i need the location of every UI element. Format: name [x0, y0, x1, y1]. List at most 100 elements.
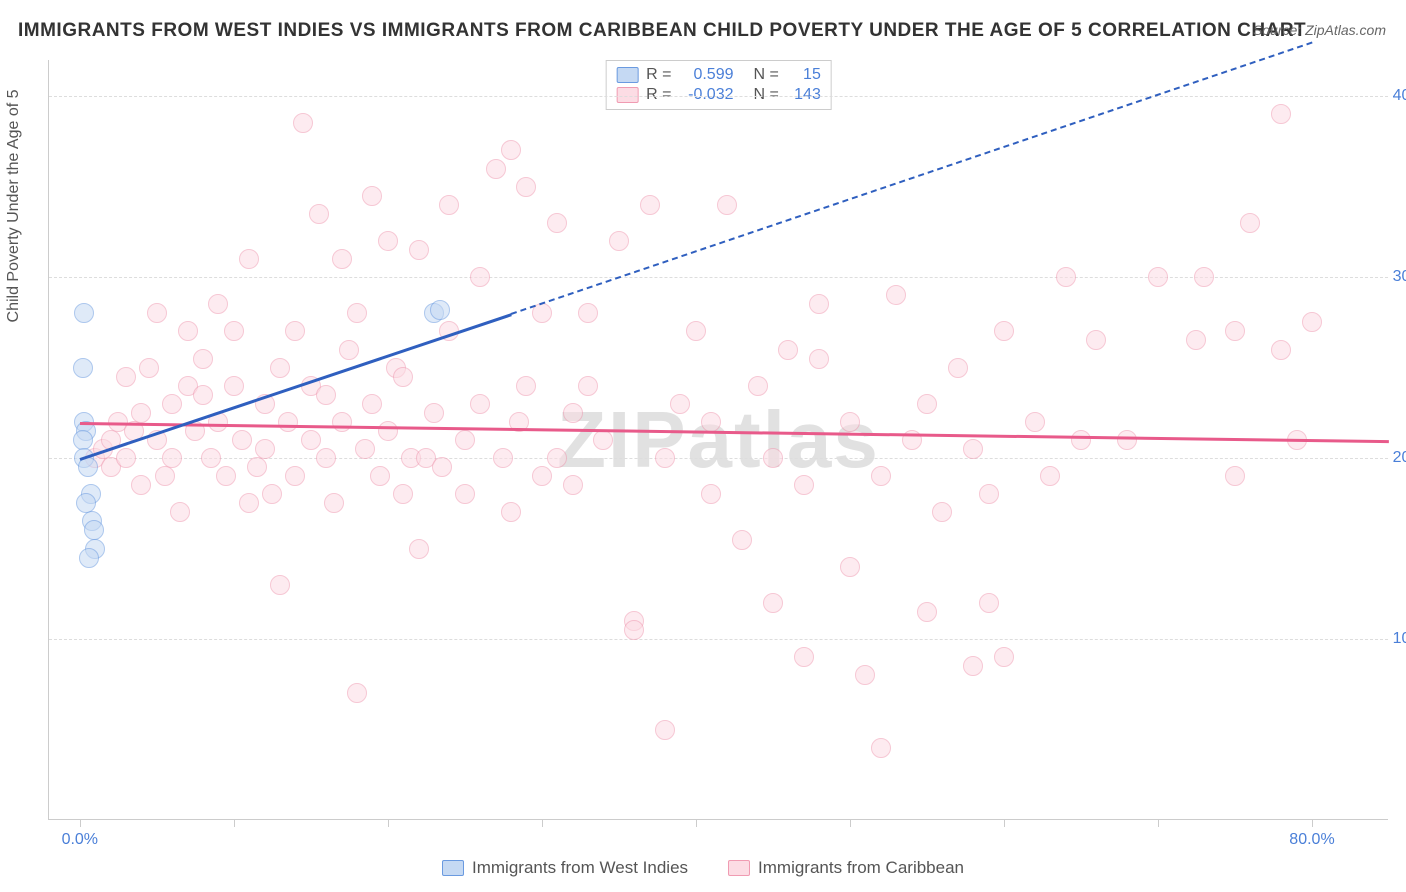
scatter-point: [439, 195, 459, 215]
scatter-point: [963, 656, 983, 676]
scatter-point: [1194, 267, 1214, 287]
scatter-point: [430, 300, 450, 320]
scatter-point: [547, 213, 567, 233]
scatter-point: [1056, 267, 1076, 287]
source-label: Source: ZipAtlas.com: [1253, 22, 1386, 38]
stats-row: R =0.599N =15: [616, 65, 821, 85]
scatter-point: [355, 439, 375, 459]
scatter-point: [1040, 466, 1060, 486]
scatter-point: [131, 403, 151, 423]
scatter-point: [116, 367, 136, 387]
scatter-point: [347, 303, 367, 323]
scatter-point: [1186, 330, 1206, 350]
scatter-point: [285, 321, 305, 341]
scatter-point: [1302, 312, 1322, 332]
scatter-point: [855, 665, 875, 685]
stat-n-label: N =: [754, 86, 779, 104]
scatter-point: [224, 321, 244, 341]
scatter-point: [247, 457, 267, 477]
series-swatch: [616, 67, 638, 83]
gridline: [49, 639, 1388, 640]
scatter-point: [578, 376, 598, 396]
scatter-point: [1271, 340, 1291, 360]
x-tick: [80, 819, 81, 827]
scatter-point: [74, 303, 94, 323]
scatter-point: [455, 430, 475, 450]
scatter-point: [640, 195, 660, 215]
x-tick: [388, 819, 389, 827]
series-swatch: [616, 87, 638, 103]
gridline: [49, 277, 1388, 278]
stat-n-value: 143: [787, 86, 821, 104]
scatter-point: [324, 493, 344, 513]
series-swatch: [728, 860, 750, 876]
x-tick: [1312, 819, 1313, 827]
scatter-point: [732, 530, 752, 550]
y-tick-label: 20.0%: [1393, 449, 1406, 467]
scatter-point: [994, 647, 1014, 667]
scatter-point: [1225, 466, 1245, 486]
gridline: [49, 96, 1388, 97]
stat-r-label: R =: [646, 86, 671, 104]
stats-legend-box: R =0.599N =15R =-0.032N =143: [605, 60, 832, 110]
scatter-point: [1271, 104, 1291, 124]
scatter-point: [809, 349, 829, 369]
legend-label: Immigrants from West Indies: [472, 858, 688, 878]
x-tick-label: 0.0%: [62, 831, 98, 849]
scatter-point: [501, 502, 521, 522]
scatter-point: [409, 240, 429, 260]
scatter-point: [378, 231, 398, 251]
scatter-point: [1086, 330, 1106, 350]
scatter-point: [208, 294, 228, 314]
scatter-point: [1117, 430, 1137, 450]
scatter-point: [609, 231, 629, 251]
y-axis-title: Child Poverty Under the Age of 5: [5, 89, 23, 322]
scatter-point: [655, 448, 675, 468]
scatter-point: [309, 204, 329, 224]
scatter-point: [686, 321, 706, 341]
scatter-point: [216, 466, 236, 486]
scatter-point: [285, 466, 305, 486]
y-tick-label: 10.0%: [1393, 630, 1406, 648]
scatter-point: [232, 430, 252, 450]
scatter-point: [516, 376, 536, 396]
scatter-point: [155, 466, 175, 486]
scatter-point: [73, 430, 93, 450]
scatter-point: [332, 412, 352, 432]
scatter-point: [178, 321, 198, 341]
scatter-point: [147, 303, 167, 323]
y-tick-label: 30.0%: [1393, 268, 1406, 286]
scatter-point: [763, 448, 783, 468]
scatter-point: [778, 340, 798, 360]
stat-n-value: 15: [787, 66, 821, 84]
x-tick: [1158, 819, 1159, 827]
scatter-point: [193, 385, 213, 405]
scatter-point: [547, 448, 567, 468]
scatter-point: [255, 439, 275, 459]
stats-row: R =-0.032N =143: [616, 85, 821, 105]
scatter-point: [624, 620, 644, 640]
scatter-point: [1148, 267, 1168, 287]
scatter-point: [516, 177, 536, 197]
scatter-point: [270, 575, 290, 595]
scatter-point: [701, 484, 721, 504]
scatter-point: [871, 738, 891, 758]
scatter-point: [1225, 321, 1245, 341]
y-tick-label: 40.0%: [1393, 87, 1406, 105]
scatter-point: [871, 466, 891, 486]
x-tick: [850, 819, 851, 827]
scatter-point: [73, 358, 93, 378]
scatter-point: [501, 140, 521, 160]
scatter-point: [963, 439, 983, 459]
scatter-point: [370, 466, 390, 486]
bottom-legend: Immigrants from West IndiesImmigrants fr…: [442, 858, 964, 878]
x-tick: [1004, 819, 1005, 827]
scatter-point: [979, 484, 999, 504]
scatter-point: [301, 430, 321, 450]
scatter-point: [162, 394, 182, 414]
scatter-point: [224, 376, 244, 396]
scatter-point: [393, 367, 413, 387]
stat-r-value: 0.599: [680, 66, 734, 84]
scatter-point: [278, 412, 298, 432]
scatter-point: [809, 294, 829, 314]
